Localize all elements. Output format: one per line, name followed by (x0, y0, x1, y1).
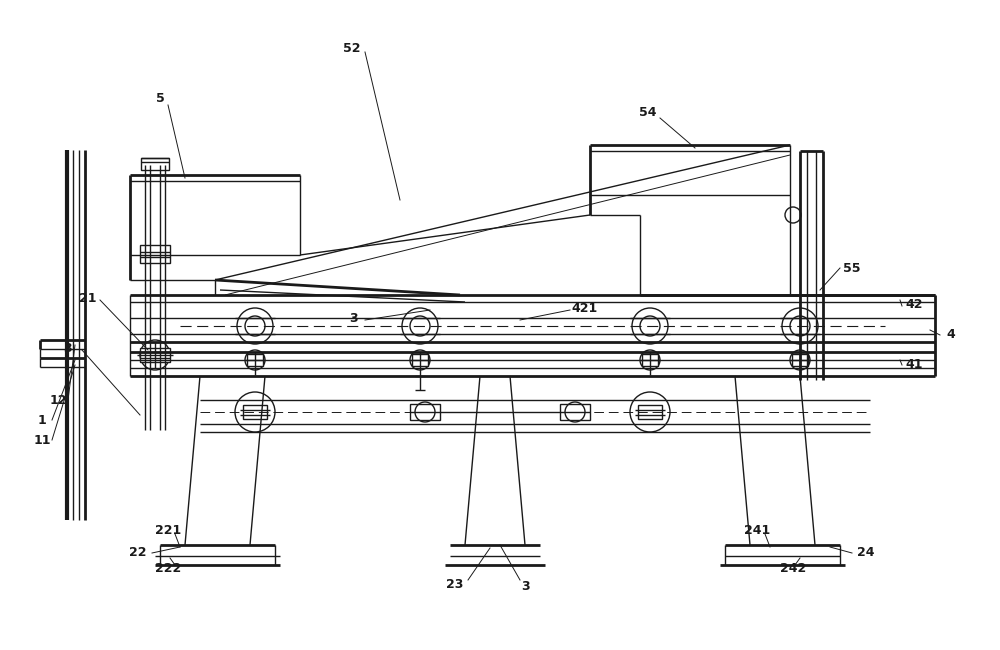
Text: 54: 54 (639, 105, 657, 118)
Bar (412, 354, 428, 366)
Bar (642, 354, 658, 366)
Bar (140, 348, 170, 362)
Text: 4: 4 (947, 328, 955, 341)
Text: 41: 41 (905, 359, 923, 372)
Bar (243, 405, 267, 419)
Bar (792, 354, 808, 366)
Text: 421: 421 (572, 302, 598, 315)
Text: 21: 21 (79, 291, 97, 304)
Text: 242: 242 (780, 562, 806, 575)
Text: 222: 222 (155, 562, 181, 575)
Bar (140, 245, 170, 263)
Text: 23: 23 (446, 578, 464, 592)
Text: 1: 1 (38, 413, 46, 426)
Bar (560, 404, 590, 420)
Text: 3: 3 (64, 341, 72, 354)
Text: 52: 52 (343, 42, 361, 55)
Text: 221: 221 (155, 523, 181, 536)
Text: 11: 11 (33, 434, 51, 447)
Text: 5: 5 (156, 92, 164, 105)
Text: 12: 12 (49, 393, 67, 406)
Text: 24: 24 (857, 547, 875, 560)
Text: 241: 241 (744, 523, 770, 536)
Bar (247, 354, 263, 366)
Text: 42: 42 (905, 298, 923, 311)
Bar (638, 405, 662, 419)
Bar (410, 404, 440, 420)
Text: 55: 55 (843, 261, 861, 274)
Text: 3: 3 (349, 311, 357, 324)
Text: 22: 22 (129, 547, 147, 560)
Text: 3: 3 (521, 580, 529, 593)
Bar (141, 158, 169, 170)
